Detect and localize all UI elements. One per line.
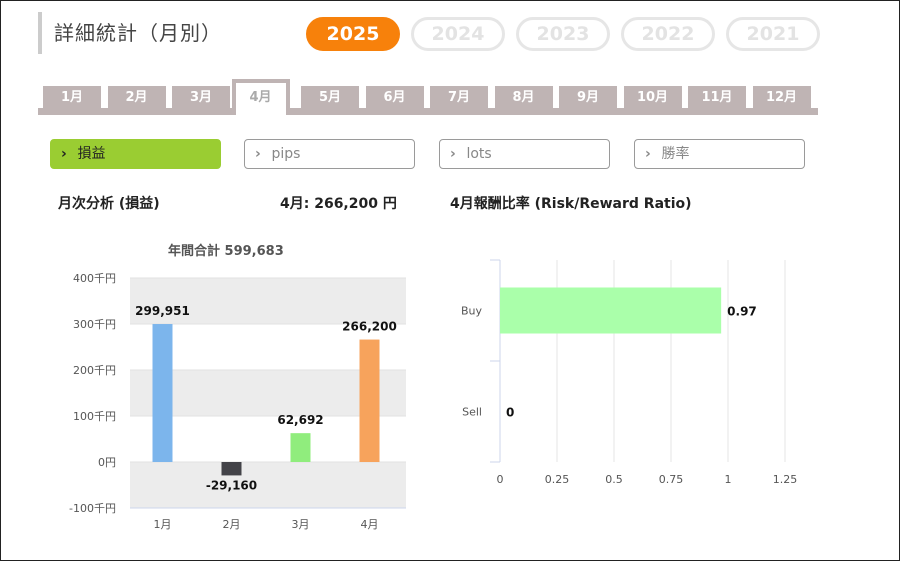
month-tab-6[interactable]: 6月 [365, 86, 424, 110]
filter-button-1[interactable]: › 損益 [50, 139, 221, 169]
month-tab-11[interactable]: 11月 [688, 86, 746, 110]
month-tab-3[interactable]: 3月 [172, 86, 230, 110]
filter-label: 勝率 [657, 146, 690, 162]
chevron-right-icon: › [450, 146, 456, 162]
chevron-right-icon: › [645, 146, 651, 162]
bar-4月 [359, 339, 380, 462]
month-tab-12[interactable]: 12月 [752, 86, 811, 110]
monthly-analysis-heading: 月次分析 (損益) [58, 196, 160, 212]
bar-value-label: 0.97 [727, 305, 757, 319]
x-tick-label: 4月 [361, 518, 379, 531]
x-tick-label: 1月 [154, 518, 172, 531]
bar-buy [500, 287, 722, 334]
x-tick-label: 0.5 [605, 473, 623, 486]
month-tab-5[interactable]: 5月 [301, 86, 359, 110]
year-button-2023[interactable]: 2023 [516, 17, 610, 51]
bar-value-label: 266,200 [342, 320, 397, 334]
y-tick-label: 0円 [98, 456, 116, 469]
risk-reward-chart: 0 0.25 0.5 0.75 1 1.25 Buy 0.97 Sell 0 [461, 259, 798, 486]
annual-total-subtitle: 年間合計 599,683 [168, 244, 284, 259]
year-button-2024[interactable]: 2024 [411, 17, 505, 51]
filter-button-2[interactable]: › pips [244, 139, 415, 169]
year-button-2022[interactable]: 2022 [621, 17, 715, 51]
bar-3月 [290, 433, 311, 462]
bar-value-label: -29,160 [206, 478, 257, 492]
bar-value-label: 62,692 [277, 413, 323, 427]
chevron-right-icon: › [61, 146, 67, 162]
month-tab-1[interactable]: 1月 [43, 86, 101, 110]
month-tab-7[interactable]: 7月 [430, 86, 488, 110]
month-tab-4[interactable]: 4月 [231, 79, 290, 115]
y-tick-label: 400千円 [73, 272, 116, 285]
filter-label: 損益 [73, 146, 106, 162]
month-tab-10[interactable]: 10月 [623, 86, 682, 110]
x-tick-label: 1.25 [773, 473, 798, 486]
bar-value-label: 0 [506, 406, 514, 420]
x-tick-label: 2月 [223, 518, 241, 531]
y-tick-label: -100千円 [69, 502, 116, 515]
x-tick-label: 3月 [292, 518, 310, 531]
y-tick-label: Sell [462, 406, 482, 419]
month-tabs-baseline [38, 108, 818, 115]
filter-button-3[interactable]: › lots [439, 139, 610, 169]
ratio-chart-title: 4月報酬比率 (Risk/Reward Ratio) [450, 196, 692, 212]
monthly-pl-chart: 400千円 300千円 200千円 100千円 0円 -100千円 299,951 1月 -29… [69, 272, 406, 531]
month-tab-8[interactable]: 8月 [494, 86, 553, 110]
month-tab-9[interactable]: 9月 [559, 86, 617, 110]
bar-1月 [152, 324, 173, 462]
filter-button-4[interactable]: › 勝率 [634, 139, 805, 169]
y-tick-label: 300千円 [73, 318, 116, 331]
bar-value-label: 299,951 [135, 304, 190, 318]
y-tick-label: 100千円 [73, 410, 116, 423]
x-tick-label: 0 [497, 473, 504, 486]
y-tick-label: 200千円 [73, 364, 116, 377]
month-tab-2[interactable]: 2月 [107, 86, 166, 110]
bar-2月 [221, 462, 242, 476]
grid-band [130, 278, 406, 324]
grid-band [130, 462, 406, 508]
month-value-heading: 4月: 266,200 円 [280, 196, 397, 212]
y-tick-label: Buy [461, 305, 483, 318]
page-title: 詳細統計（月別） [38, 12, 222, 54]
year-button-2021[interactable]: 2021 [726, 17, 820, 51]
filter-label: pips [267, 146, 301, 162]
filter-label: lots [462, 146, 492, 162]
x-tick-label: 0.25 [545, 473, 570, 486]
x-tick-label: 1 [725, 473, 732, 486]
year-button-2025[interactable]: 2025 [306, 17, 400, 51]
chevron-right-icon: › [255, 146, 261, 162]
x-tick-label: 0.75 [659, 473, 684, 486]
